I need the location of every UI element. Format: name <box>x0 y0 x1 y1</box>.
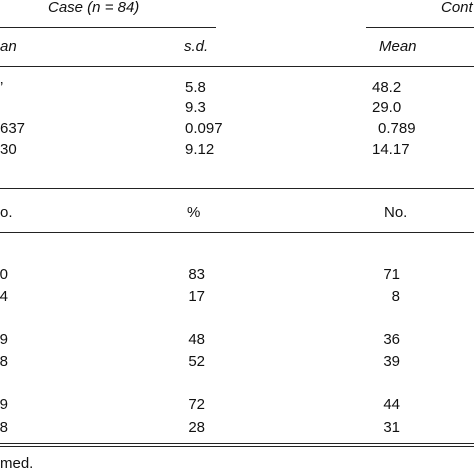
cell: 0.789 <box>378 120 416 137</box>
cell: 9 <box>0 331 8 348</box>
rule <box>0 232 474 233</box>
column-header: % <box>187 204 201 221</box>
column-header: s.d. <box>184 38 209 55</box>
cell: 0.097 <box>185 120 223 137</box>
column-header: Mean <box>379 38 417 55</box>
cell: 72 <box>188 396 205 413</box>
cell: 28 <box>188 419 205 436</box>
group-header: Case (n = 84) <box>48 0 140 16</box>
rule <box>0 66 474 67</box>
cell: ’ <box>0 79 4 96</box>
group-header: Cont <box>441 0 473 16</box>
cell: 8 <box>0 419 8 436</box>
cell: 48.2 <box>372 79 402 96</box>
cell: 31 <box>383 419 400 436</box>
column-header: No. <box>384 204 408 221</box>
cell: 36 <box>383 331 400 348</box>
cell: 29.0 <box>372 99 402 116</box>
cell: 83 <box>188 266 205 283</box>
cell: 44 <box>383 396 400 413</box>
column-header: o. <box>0 204 13 221</box>
cell: 30 <box>0 141 17 158</box>
cell: 52 <box>188 353 205 370</box>
cell: 5.8 <box>185 79 206 96</box>
rule <box>0 27 216 28</box>
rule <box>366 27 474 28</box>
cell: 71 <box>383 266 400 283</box>
cell: 8 <box>0 353 8 370</box>
cell: 17 <box>188 288 205 305</box>
rule <box>0 446 474 447</box>
cell: 39 <box>383 353 400 370</box>
footnote: med. <box>0 455 34 472</box>
column-header: an <box>0 38 17 55</box>
cell: 14.17 <box>372 141 410 158</box>
cell: 0 <box>0 266 8 283</box>
cell: 4 <box>0 288 8 305</box>
rule <box>0 443 474 444</box>
cell: 9.12 <box>185 141 215 158</box>
cell: 9 <box>0 396 8 413</box>
cell: 637 <box>0 120 26 137</box>
cell: 9.3 <box>185 99 206 116</box>
cell: 48 <box>188 331 205 348</box>
cell: 8 <box>391 288 400 305</box>
rule <box>0 188 474 189</box>
